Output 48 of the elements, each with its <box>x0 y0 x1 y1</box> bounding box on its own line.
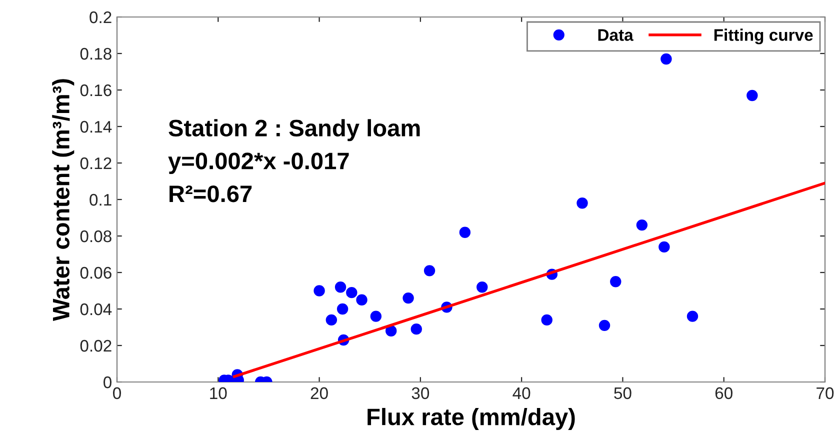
point <box>541 314 552 326</box>
point <box>576 198 588 209</box>
point <box>476 281 488 293</box>
y-tick-label: 0.08 <box>80 230 112 242</box>
point <box>424 265 436 276</box>
point <box>610 276 622 288</box>
point <box>334 281 346 293</box>
annotation: R²=0.67 <box>170 185 252 202</box>
point <box>402 292 414 304</box>
point <box>598 320 610 332</box>
point <box>410 323 422 335</box>
y-tick-label: 0.16 <box>80 84 112 96</box>
legend-label: Fitting curve <box>714 28 813 44</box>
annotation: Station 2 : Sandy loam <box>168 119 420 142</box>
y-axis-title: Water content (m³/m³) <box>52 79 74 322</box>
point <box>336 303 348 315</box>
point <box>370 310 382 322</box>
x-tick-label: 30 <box>412 387 430 400</box>
y-tick-label: 0.06 <box>80 266 112 279</box>
point <box>660 53 672 65</box>
point <box>686 310 698 322</box>
y-tick-label: 0.1 <box>90 194 112 206</box>
x-tick-label: 10 <box>210 387 227 400</box>
legend-label: Data <box>598 29 634 41</box>
point <box>326 314 338 326</box>
x-tick-label: 70 <box>816 387 834 400</box>
y-tick-label: 0 <box>104 376 112 388</box>
x-tick-label: 20 <box>310 387 328 400</box>
point <box>385 325 397 337</box>
y-tick-label: 0.18 <box>80 48 112 60</box>
point <box>459 226 471 238</box>
y-tick-label: 0.2 <box>90 11 112 24</box>
y-tick-label: 0.04 <box>80 303 112 316</box>
y-tick-label: 0.14 <box>80 120 112 133</box>
annotation: y=0.002*x -0.017 <box>168 152 349 174</box>
point <box>356 294 368 306</box>
x-tick-label: 50 <box>614 387 632 400</box>
point <box>658 241 670 253</box>
x-tick-label: 60 <box>715 387 732 400</box>
y-tick-label: 0.02 <box>80 340 112 352</box>
x-tick-label: 40 <box>512 387 530 400</box>
x-axis-title: Flux rate (mm/day) <box>368 408 575 430</box>
point <box>314 285 325 296</box>
point <box>346 286 358 298</box>
x-tick-label: 0 <box>113 387 121 400</box>
point <box>636 219 648 231</box>
y-tick-label: 0.12 <box>80 157 112 170</box>
point <box>746 90 758 102</box>
